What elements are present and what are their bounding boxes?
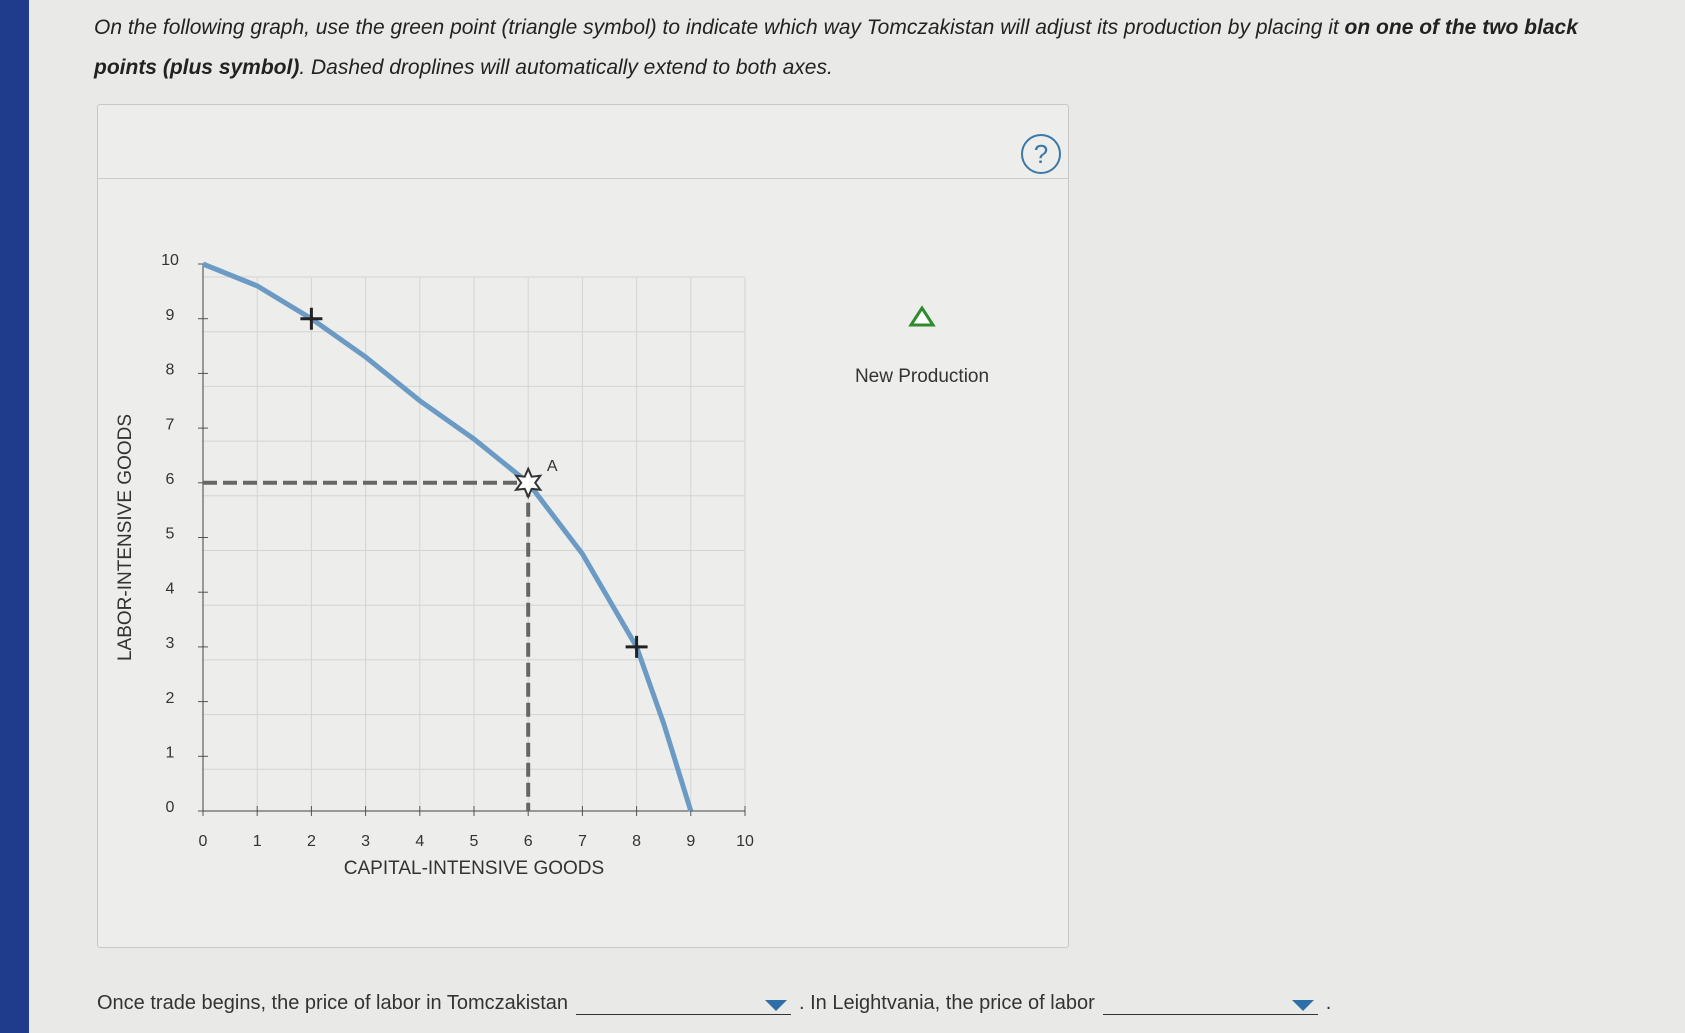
question: Once trade begins, the price of labor in… bbox=[97, 992, 1331, 1015]
y-tick-label: 4 bbox=[166, 580, 175, 597]
y-tick-label: 8 bbox=[166, 362, 175, 379]
instruction-text: On the following graph, use the green po… bbox=[94, 16, 1345, 39]
help-button[interactable]: ? bbox=[1021, 134, 1061, 174]
y-tick-label: 3 bbox=[166, 635, 175, 652]
legend-triangle[interactable] bbox=[908, 305, 936, 327]
x-tick-label: 5 bbox=[470, 833, 479, 850]
x-tick-label: 3 bbox=[361, 833, 370, 850]
graph-panel: ? bbox=[97, 104, 1069, 948]
x-tick-label: 1 bbox=[253, 833, 262, 850]
instructions: On the following graph, use the green po… bbox=[94, 8, 1634, 88]
star-point bbox=[513, 466, 543, 500]
y-tick-label: 6 bbox=[166, 471, 175, 488]
instruction-bold: on one of the two black points (plus sym… bbox=[94, 16, 1578, 79]
x-tick-label: 2 bbox=[307, 833, 316, 850]
y-tick-label: 0 bbox=[166, 799, 175, 816]
y-tick-label: 10 bbox=[161, 252, 179, 269]
y-axis-label: LABOR-INTENSIVE GOODS bbox=[115, 414, 136, 661]
x-tick-label: 7 bbox=[578, 833, 587, 850]
x-tick-label: 9 bbox=[686, 833, 695, 850]
ppf-curve bbox=[202, 261, 694, 812]
x-tick-label: 0 bbox=[199, 833, 208, 850]
plus-point[interactable] bbox=[300, 307, 323, 330]
y-tick-label: 9 bbox=[166, 307, 175, 324]
x-tick-label: 10 bbox=[736, 833, 754, 850]
side-strip bbox=[0, 0, 29, 1033]
x-axis-label: CAPITAL-INTENSIVE GOODS bbox=[344, 858, 604, 879]
x-tick-label: 4 bbox=[415, 833, 424, 850]
point-label: A bbox=[547, 458, 558, 475]
panel-header bbox=[98, 105, 1068, 179]
dropdown[interactable] bbox=[1102, 992, 1318, 1015]
y-tick-label: 1 bbox=[166, 745, 175, 762]
y-tick-label: 2 bbox=[166, 690, 175, 707]
question-text: . bbox=[1325, 992, 1332, 1014]
x-tick-label: 8 bbox=[632, 833, 641, 850]
y-tick-label: 7 bbox=[166, 416, 175, 433]
legend-label: New Production bbox=[855, 366, 989, 387]
question-text: . In Leightvania, the price of labor bbox=[799, 992, 1095, 1014]
y-tick-label: 5 bbox=[166, 526, 175, 543]
instruction-text: . Dashed droplines will automatically ex… bbox=[299, 56, 833, 79]
plus-point[interactable] bbox=[625, 635, 648, 658]
dropdown[interactable] bbox=[576, 992, 791, 1015]
x-tick-label: 6 bbox=[524, 833, 533, 850]
question-text: Once trade begins, the price of labor in… bbox=[97, 992, 568, 1014]
